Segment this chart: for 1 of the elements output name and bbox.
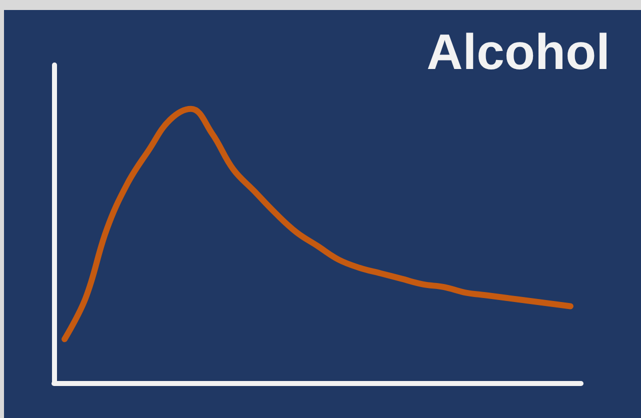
chart-title: Alcohol [426,24,610,80]
